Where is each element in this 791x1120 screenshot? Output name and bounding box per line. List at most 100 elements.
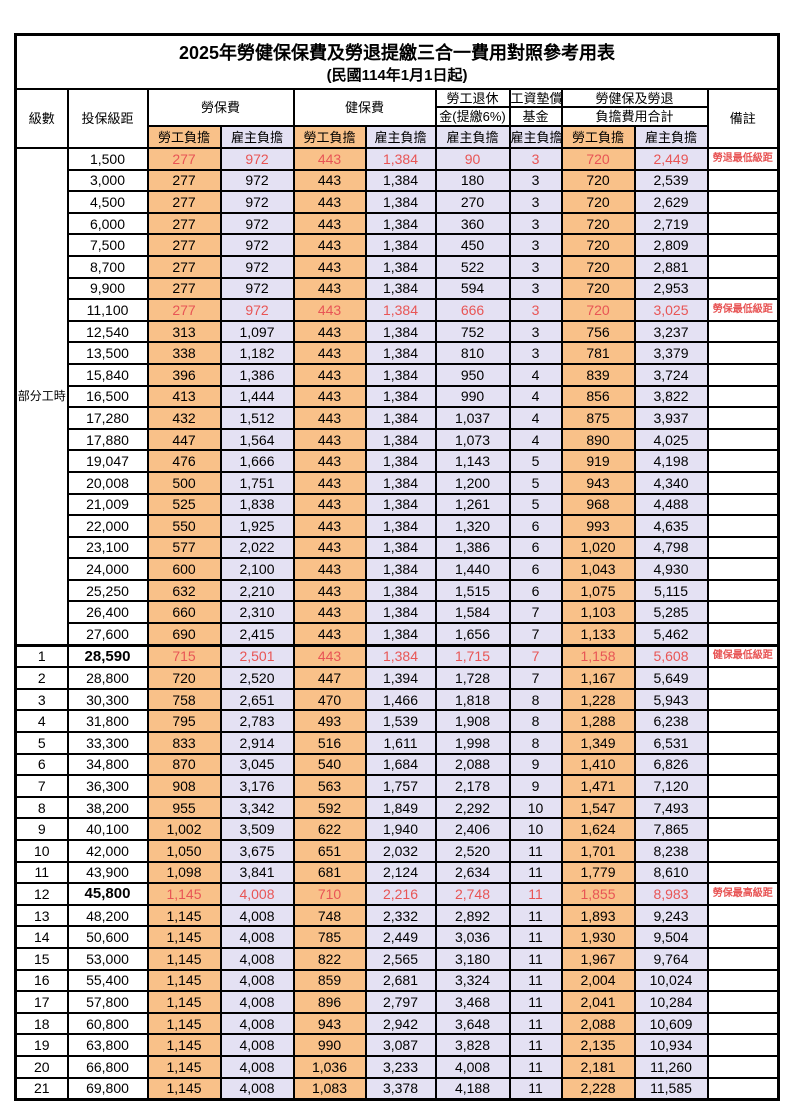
- labor-ins-employer-cell: 972: [219, 168, 295, 193]
- health-ins-employer-cell: 1,384: [364, 147, 437, 171]
- total-employee-cell: 1,471: [560, 774, 636, 798]
- level-cell: 9: [14, 817, 69, 841]
- total-employee-cell: 1,020: [560, 535, 636, 560]
- level-cell: 3: [14, 687, 69, 712]
- remark-cell: [706, 946, 780, 971]
- total-employee-cell: 2,181: [560, 1054, 636, 1079]
- table-row: 27,600 690 2,415 443 1,384 1,656 7 1,133 5,462: [16, 622, 780, 647]
- health-ins-employer-cell: 1,384: [364, 254, 437, 279]
- total-employee-cell: 1,167: [560, 666, 636, 690]
- remark-cell: [706, 622, 780, 647]
- wage-fund-employer-cell: 3: [508, 233, 563, 257]
- total-employer-cell: 2,539: [633, 168, 709, 193]
- labor-ins-employee-cell: 908: [146, 774, 222, 798]
- total-employer-cell: 11,585: [633, 1076, 709, 1101]
- wage-fund-employer-cell: 4: [508, 427, 563, 452]
- bracket-cell: 69,800: [66, 1076, 149, 1101]
- health-ins-employee-cell: 443: [292, 622, 367, 647]
- labor-ins-employer-cell: 3,841: [219, 860, 295, 885]
- wage-fund-employer-cell: 7: [508, 600, 563, 625]
- labor-ins-employee-cell: 476: [146, 449, 222, 473]
- bracket-cell: 6,000: [66, 211, 149, 236]
- total-employer-cell: 9,764: [633, 946, 709, 971]
- wage-fund-employer-cell: 8: [508, 687, 563, 712]
- pension-employer-cell: 270: [434, 190, 511, 214]
- pension-employer-cell: 3,180: [434, 946, 511, 971]
- pension-employer-cell: 1,818: [434, 687, 511, 712]
- health-ins-employer-cell: 2,565: [364, 946, 437, 971]
- table-row: 21 69,800 1,145 4,008 1,083 3,378 4,188 11 2,228…: [14, 1076, 780, 1101]
- labor-ins-employer-cell: 2,022: [219, 535, 295, 560]
- remark-cell: [706, 384, 780, 409]
- bracket-cell: 20,008: [66, 470, 149, 495]
- total-employer-cell: 10,934: [633, 1033, 709, 1057]
- wage-fund-employer-cell: 6: [508, 514, 563, 538]
- labor-ins-employer-cell: 4,008: [219, 946, 295, 971]
- level-cell: 16: [14, 968, 69, 993]
- pension-employer-cell: 1,440: [434, 557, 511, 581]
- health-ins-employer-cell: 1,384: [364, 406, 437, 430]
- level-cell: 1: [14, 643, 69, 669]
- labor-ins-employee-cell: 1,098: [146, 860, 222, 885]
- level-cell: 5: [14, 731, 69, 755]
- total-employer-cell: 5,462: [633, 622, 709, 647]
- health-ins-employer-cell: 2,124: [364, 860, 437, 885]
- health-ins-employee-cell: 443: [292, 406, 367, 430]
- subheader-labor-employee: 勞工負擔: [146, 125, 222, 149]
- total-employee-cell: 856: [560, 384, 636, 409]
- remark-cell: [706, 492, 780, 517]
- labor-ins-employee-cell: 715: [146, 643, 222, 669]
- bracket-cell: 15,840: [66, 362, 149, 387]
- labor-ins-employee-cell: 795: [146, 709, 222, 734]
- total-employee-cell: 919: [560, 449, 636, 473]
- health-ins-employer-cell: 1,384: [364, 233, 437, 257]
- bracket-cell: 12,540: [66, 319, 149, 344]
- level-cell: 12: [14, 882, 69, 906]
- health-ins-employer-cell: 1,611: [364, 731, 437, 755]
- level-cell: 13: [14, 903, 69, 928]
- remark-cell: [706, 341, 780, 365]
- total-employee-cell: 720: [560, 211, 636, 236]
- health-ins-employer-cell: 3,378: [364, 1076, 437, 1101]
- labor-ins-employee-cell: 277: [146, 298, 222, 322]
- bracket-cell: 16,500: [66, 384, 149, 409]
- health-ins-employee-cell: 896: [292, 990, 367, 1014]
- labor-ins-employer-cell: 972: [219, 233, 295, 257]
- total-employee-cell: 993: [560, 514, 636, 538]
- total-employer-cell: 7,120: [633, 774, 709, 798]
- total-employer-cell: 8,610: [633, 860, 709, 885]
- total-employer-cell: 2,953: [633, 276, 709, 301]
- bracket-cell: 11,100: [66, 298, 149, 322]
- wage-fund-employer-cell: 11: [508, 1033, 563, 1057]
- labor-ins-employee-cell: 600: [146, 557, 222, 581]
- total-employer-cell: 2,881: [633, 254, 709, 279]
- premium-reference-table: 2025年勞健保保費及勞退提繳三合一費用對照參考用表 (民國114年1月1日起)…: [14, 33, 781, 1102]
- pension-employer-cell: 90: [434, 147, 511, 171]
- health-ins-employer-cell: 2,332: [364, 903, 437, 928]
- remark-cell: [706, 666, 780, 690]
- total-employer-cell: 5,649: [633, 666, 709, 690]
- labor-ins-employer-cell: 2,783: [219, 709, 295, 734]
- bracket-cell: 22,000: [66, 514, 149, 538]
- health-ins-employee-cell: 447: [292, 666, 367, 690]
- remark-cell: [706, 839, 780, 863]
- total-employee-cell: 2,088: [560, 1011, 636, 1036]
- health-ins-employee-cell: 443: [292, 276, 367, 301]
- remark-cell: [706, 276, 780, 301]
- level-cell: 19: [14, 1033, 69, 1057]
- health-ins-employee-cell: 470: [292, 687, 367, 712]
- wage-fund-employer-cell: 11: [508, 1076, 563, 1101]
- total-employee-cell: 720: [560, 254, 636, 279]
- health-ins-employee-cell: 1,083: [292, 1076, 367, 1101]
- labor-ins-employer-cell: 972: [219, 211, 295, 236]
- total-employee-cell: 1,410: [560, 752, 636, 777]
- bracket-cell: 31,800: [66, 709, 149, 734]
- labor-ins-employee-cell: 1,145: [146, 1011, 222, 1036]
- health-ins-employer-cell: 3,233: [364, 1054, 437, 1079]
- labor-ins-employer-cell: 2,914: [219, 731, 295, 755]
- bracket-cell: 40,100: [66, 817, 149, 841]
- total-employee-cell: 720: [560, 190, 636, 214]
- level-cell: 10: [14, 839, 69, 863]
- total-employer-cell: 3,379: [633, 341, 709, 365]
- total-employer-cell: 10,024: [633, 968, 709, 993]
